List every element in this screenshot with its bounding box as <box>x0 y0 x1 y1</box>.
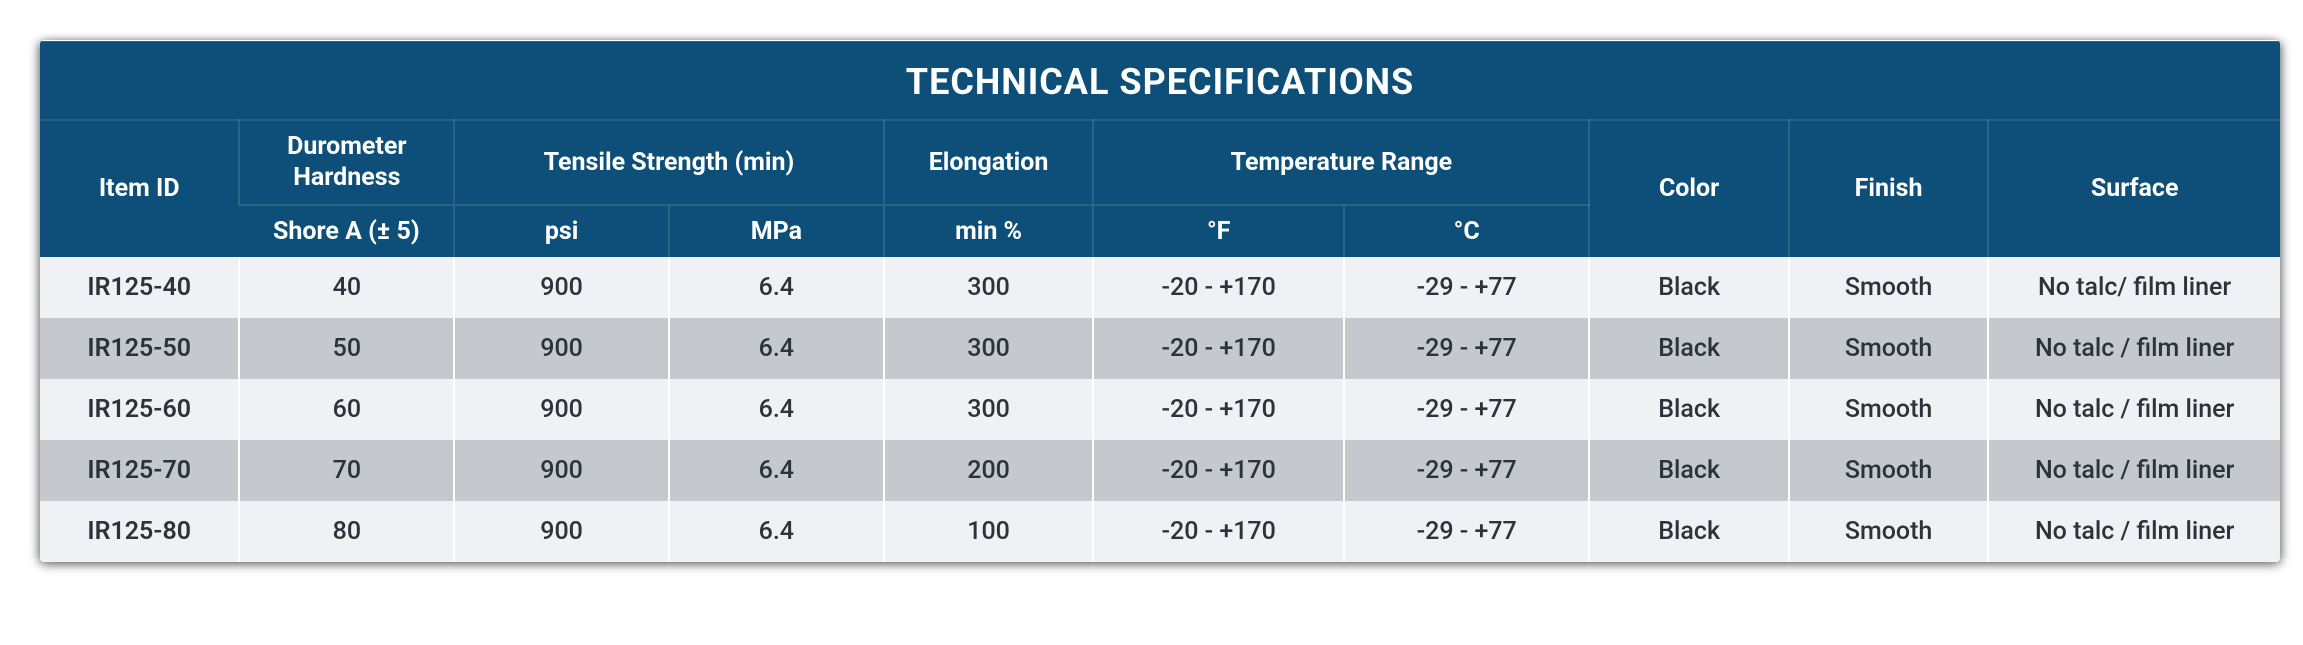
cell-psi: 900 <box>454 440 669 501</box>
cell-shore-a: 60 <box>239 379 454 440</box>
cell-deg-f: -20 - +170 <box>1093 501 1344 562</box>
cell-shore-a: 40 <box>239 257 454 318</box>
cell-mpa: 6.4 <box>669 379 884 440</box>
cell-mpa: 6.4 <box>669 318 884 379</box>
col-deg-f: °F <box>1093 205 1344 257</box>
cell-min-pct: 300 <box>884 257 1094 318</box>
spec-table-container: TECHNICAL SPECIFICATIONS Item ID Duromet… <box>40 40 2280 562</box>
cell-psi: 900 <box>454 257 669 318</box>
cell-color: Black <box>1589 318 1788 379</box>
header-row-1: Item ID Durometer Hardness Tensile Stren… <box>40 120 2280 205</box>
cell-shore-a: 70 <box>239 440 454 501</box>
cell-min-pct: 300 <box>884 318 1094 379</box>
col-durometer: Durometer Hardness <box>239 120 454 205</box>
table-row: IR125-50509006.4300-20 - +170-29 - +77Bl… <box>40 318 2280 379</box>
cell-deg-c: -29 - +77 <box>1344 379 1589 440</box>
cell-deg-f: -20 - +170 <box>1093 379 1344 440</box>
cell-item-id: IR125-50 <box>40 318 239 379</box>
cell-min-pct: 300 <box>884 379 1094 440</box>
cell-deg-f: -20 - +170 <box>1093 440 1344 501</box>
cell-deg-c: -29 - +77 <box>1344 501 1589 562</box>
cell-mpa: 6.4 <box>669 501 884 562</box>
cell-color: Black <box>1589 379 1788 440</box>
cell-surface: No talc / film liner <box>1988 440 2280 501</box>
col-deg-c: °C <box>1344 205 1589 257</box>
col-tensile: Tensile Strength (min) <box>454 120 884 205</box>
cell-min-pct: 100 <box>884 501 1094 562</box>
cell-surface: No talc / film liner <box>1988 318 2280 379</box>
cell-surface: No talc/ film liner <box>1988 257 2280 318</box>
cell-psi: 900 <box>454 318 669 379</box>
cell-shore-a: 50 <box>239 318 454 379</box>
cell-deg-c: -29 - +77 <box>1344 257 1589 318</box>
col-mpa: MPa <box>669 205 884 257</box>
cell-color: Black <box>1589 440 1788 501</box>
cell-finish: Smooth <box>1789 318 1988 379</box>
cell-color: Black <box>1589 257 1788 318</box>
cell-surface: No talc / film liner <box>1988 379 2280 440</box>
cell-item-id: IR125-70 <box>40 440 239 501</box>
cell-color: Black <box>1589 501 1788 562</box>
table-row: IR125-70709006.4200-20 - +170-29 - +77Bl… <box>40 440 2280 501</box>
cell-item-id: IR125-80 <box>40 501 239 562</box>
cell-finish: Smooth <box>1789 379 1988 440</box>
cell-finish: Smooth <box>1789 257 1988 318</box>
spec-table: TECHNICAL SPECIFICATIONS Item ID Duromet… <box>40 40 2280 562</box>
col-shore-a: Shore A (± 5) <box>239 205 454 257</box>
cell-mpa: 6.4 <box>669 440 884 501</box>
col-color: Color <box>1589 120 1788 257</box>
cell-item-id: IR125-40 <box>40 257 239 318</box>
col-temp: Temperature Range <box>1093 120 1589 205</box>
cell-deg-c: -29 - +77 <box>1344 440 1589 501</box>
col-min-pct: min % <box>884 205 1094 257</box>
table-row: IR125-80809006.4100-20 - +170-29 - +77Bl… <box>40 501 2280 562</box>
table-title: TECHNICAL SPECIFICATIONS <box>40 41 2280 120</box>
cell-finish: Smooth <box>1789 440 1988 501</box>
col-finish: Finish <box>1789 120 1988 257</box>
table-row: IR125-40409006.4300-20 - +170-29 - +77Bl… <box>40 257 2280 318</box>
table-body: IR125-40409006.4300-20 - +170-29 - +77Bl… <box>40 257 2280 562</box>
cell-min-pct: 200 <box>884 440 1094 501</box>
title-row: TECHNICAL SPECIFICATIONS <box>40 41 2280 120</box>
table-head: TECHNICAL SPECIFICATIONS Item ID Duromet… <box>40 41 2280 257</box>
cell-psi: 900 <box>454 379 669 440</box>
col-psi: psi <box>454 205 669 257</box>
cell-finish: Smooth <box>1789 501 1988 562</box>
cell-psi: 900 <box>454 501 669 562</box>
col-item-id: Item ID <box>40 120 239 257</box>
col-elongation: Elongation <box>884 120 1094 205</box>
cell-deg-f: -20 - +170 <box>1093 257 1344 318</box>
table-row: IR125-60609006.4300-20 - +170-29 - +77Bl… <box>40 379 2280 440</box>
cell-deg-c: -29 - +77 <box>1344 318 1589 379</box>
cell-shore-a: 80 <box>239 501 454 562</box>
col-surface: Surface <box>1988 120 2280 257</box>
cell-mpa: 6.4 <box>669 257 884 318</box>
cell-deg-f: -20 - +170 <box>1093 318 1344 379</box>
cell-surface: No talc / film liner <box>1988 501 2280 562</box>
cell-item-id: IR125-60 <box>40 379 239 440</box>
